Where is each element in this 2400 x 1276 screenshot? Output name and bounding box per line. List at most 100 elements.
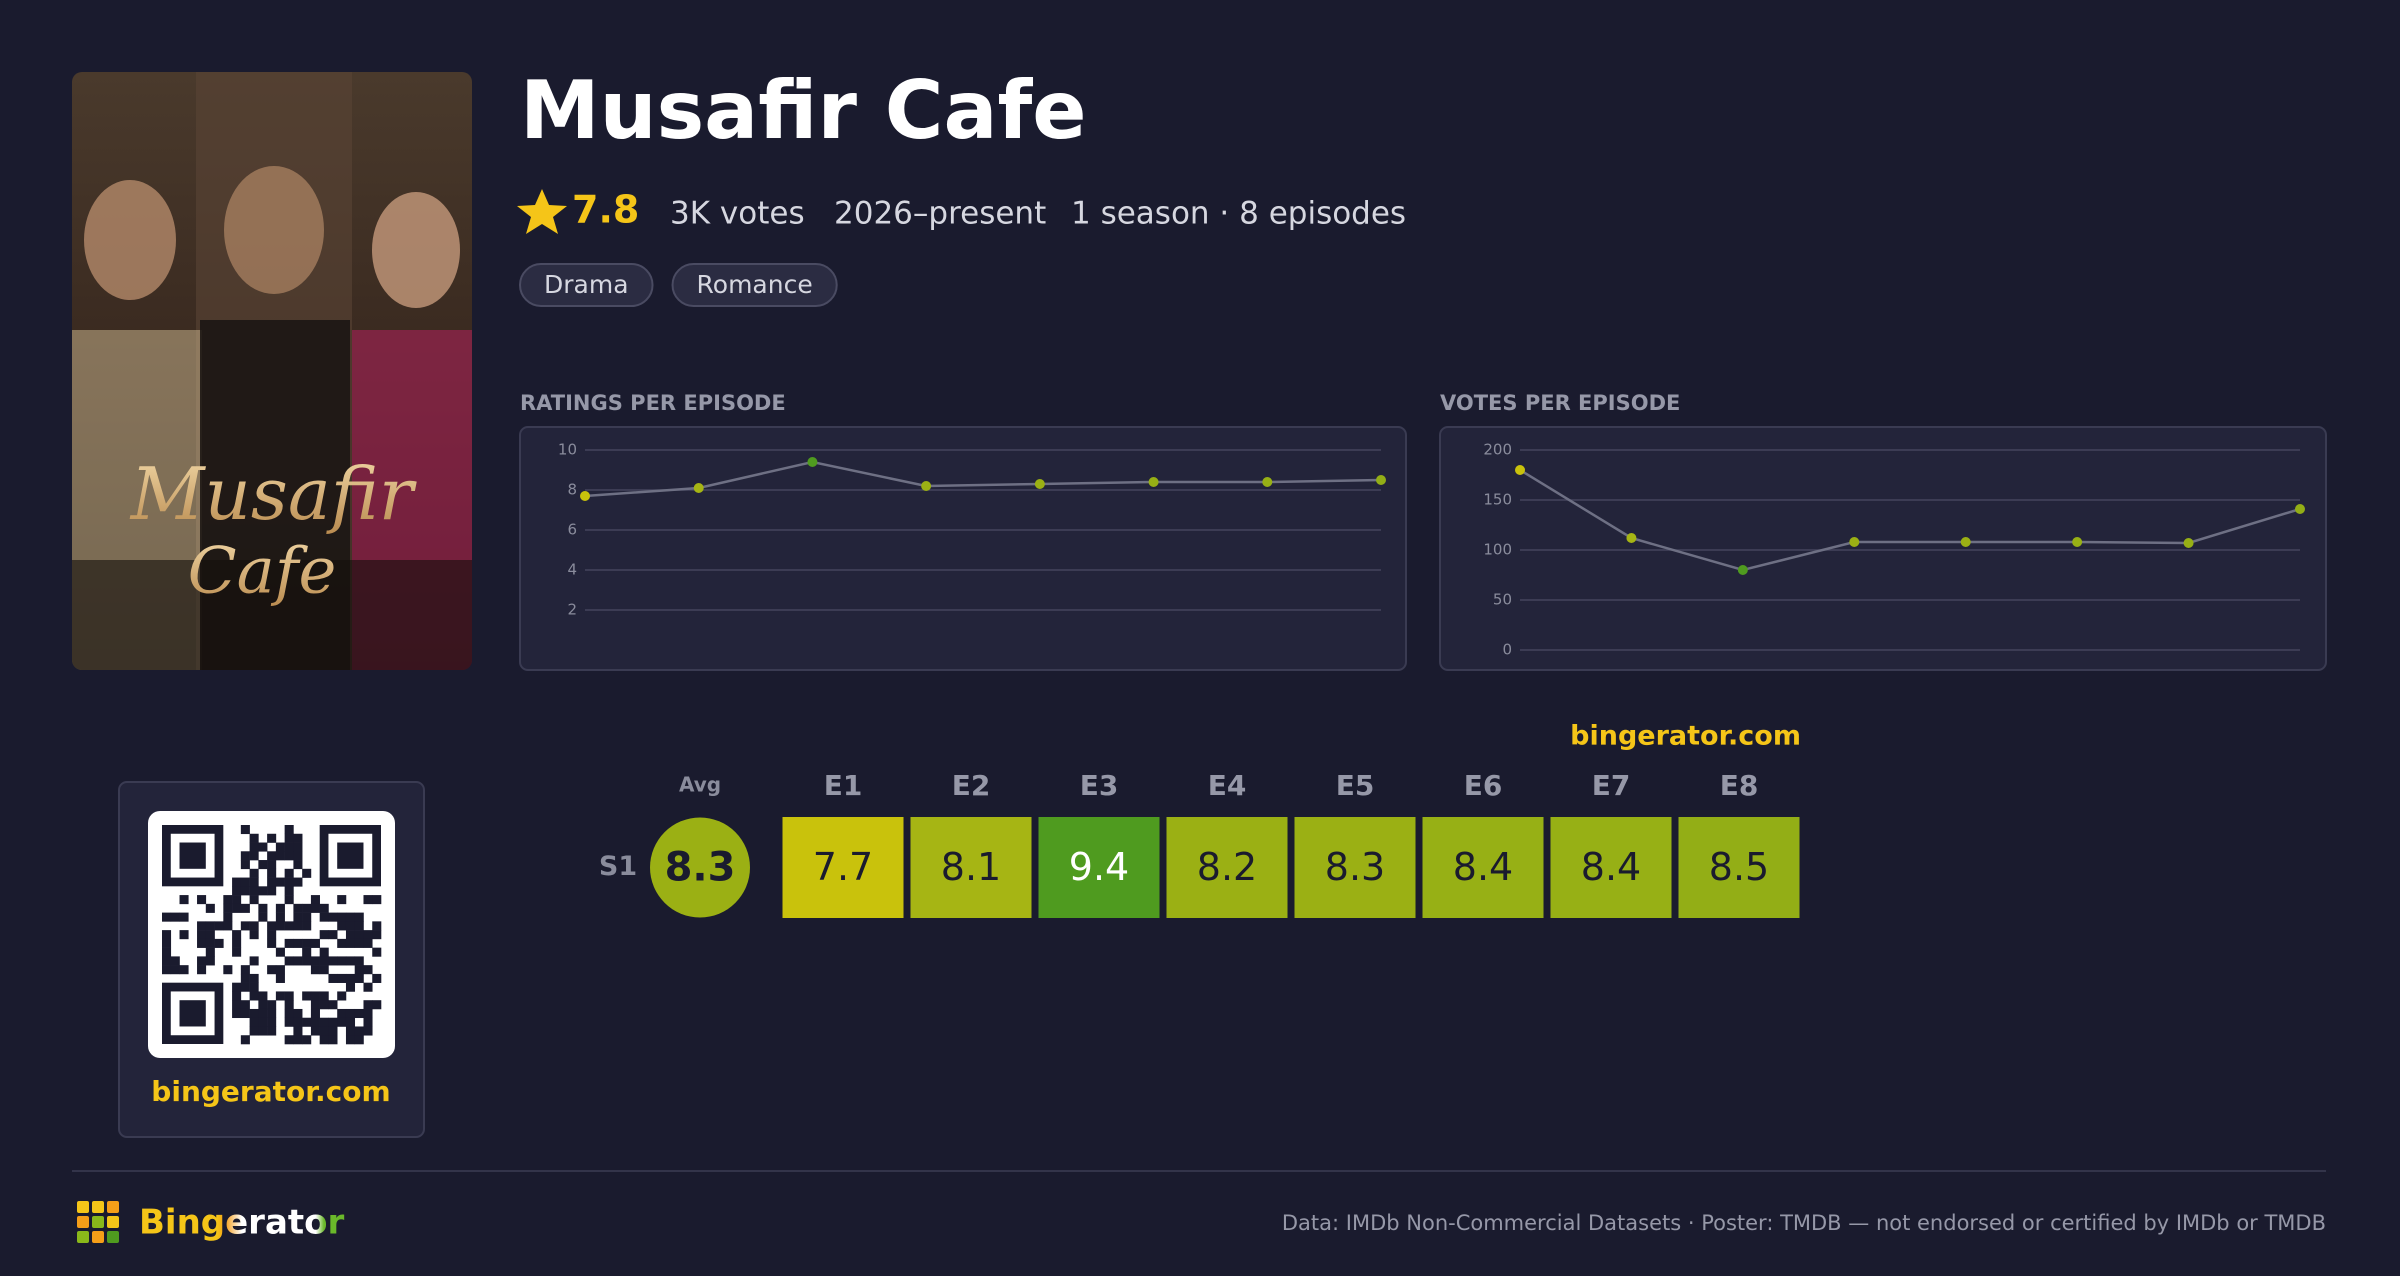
qr-module [354,1035,364,1045]
qr-module [240,982,250,992]
qr-module [363,930,373,940]
qr-module [337,1008,347,1019]
qr-module [293,877,303,887]
qr-module [275,921,285,931]
qr-module [267,886,277,896]
qr-module [232,877,242,887]
qr-module [232,991,242,1001]
qr-module [258,1026,268,1036]
qr-module [310,991,320,1001]
point [1034,479,1045,489]
qr-finder [179,1000,206,1027]
qr-module [284,877,294,887]
qr-module [267,877,277,887]
qr-module [249,930,259,940]
qr-module [319,1026,329,1036]
qr-module [240,851,250,861]
cell [1038,817,1160,918]
qr-module [328,912,338,922]
qr-module [249,1026,259,1036]
point [693,483,704,493]
qr-module [284,833,294,843]
cell-value: 8.2 [1197,845,1257,889]
cell-value: 8.5 [1709,845,1769,889]
qr-module [249,886,259,896]
qr-module [310,903,320,913]
qr-module [310,956,320,966]
cell [1294,817,1416,918]
point [1626,533,1637,543]
qr-module [205,903,215,913]
qr-module [240,825,250,835]
qr-module [310,895,320,905]
qr-module [337,973,347,983]
qr-module [223,965,233,975]
qr-module [258,1008,268,1019]
point [921,481,932,491]
qr-module [223,921,233,931]
qr-module [302,938,312,948]
episodes-info: 1 season · 8 episodes [1071,196,1406,232]
qr-module [345,1017,356,1027]
qr-module [197,956,207,966]
qr-module [293,938,303,948]
y-tick-label: 50 [1493,591,1512,609]
qr-module [267,833,277,843]
qr-module [258,1000,268,1010]
qr-module [354,965,364,975]
qr-module [258,903,268,913]
qr-module [354,1008,364,1019]
qr-module [310,938,320,948]
qr-module [249,1017,259,1027]
qr-module [337,938,347,948]
qr-module [310,1026,320,1036]
heatmap: bingerator.com Avg E1 E2 E3 E4 E5 E6 E7 E8 S1 8.3 7.… [599,721,1801,918]
qr-module [293,1008,303,1019]
y-tick-label: 8 [567,481,577,499]
qr-module [205,921,215,931]
qr-module [240,921,250,931]
qr-module [293,956,303,966]
qr-module [293,903,303,913]
qr-module [310,1000,320,1010]
qr-module [197,930,207,940]
qr-module [310,1008,320,1019]
qr-module [337,912,347,922]
qr-caption: bingerator.com [151,1075,390,1108]
qr-module [372,1000,382,1010]
qr-module [328,956,338,966]
poster-figure [372,192,460,308]
qr-module [223,903,233,913]
season-label: S1 [599,851,637,882]
qr-module [345,921,356,931]
qr-module [249,991,259,1001]
qr-code [162,825,382,1045]
qr-module [162,930,172,940]
qr-module [372,895,382,905]
qr-module [293,833,303,843]
qr-module [232,895,242,905]
qr-module [284,938,294,948]
qr-module [293,842,303,852]
qr-module [232,886,242,896]
qr-module [284,895,294,905]
cell-value: 9.4 [1069,845,1129,889]
cell [1422,817,1544,918]
episode-label: E2 [952,769,991,802]
qr-module [249,877,259,887]
qr-module [319,947,329,957]
qr-module [354,912,364,922]
qr-module [363,1000,373,1010]
qr-module [319,1035,329,1045]
qr-module [284,825,294,835]
qr-module [205,930,215,940]
qr-module [284,956,294,966]
brand: Bingerator [139,1203,344,1243]
qr-module [223,912,233,922]
qr-module [328,1035,338,1045]
qr-module [232,982,242,992]
qr-module [354,1026,364,1036]
qr-module [319,1000,329,1010]
cell [782,817,904,918]
